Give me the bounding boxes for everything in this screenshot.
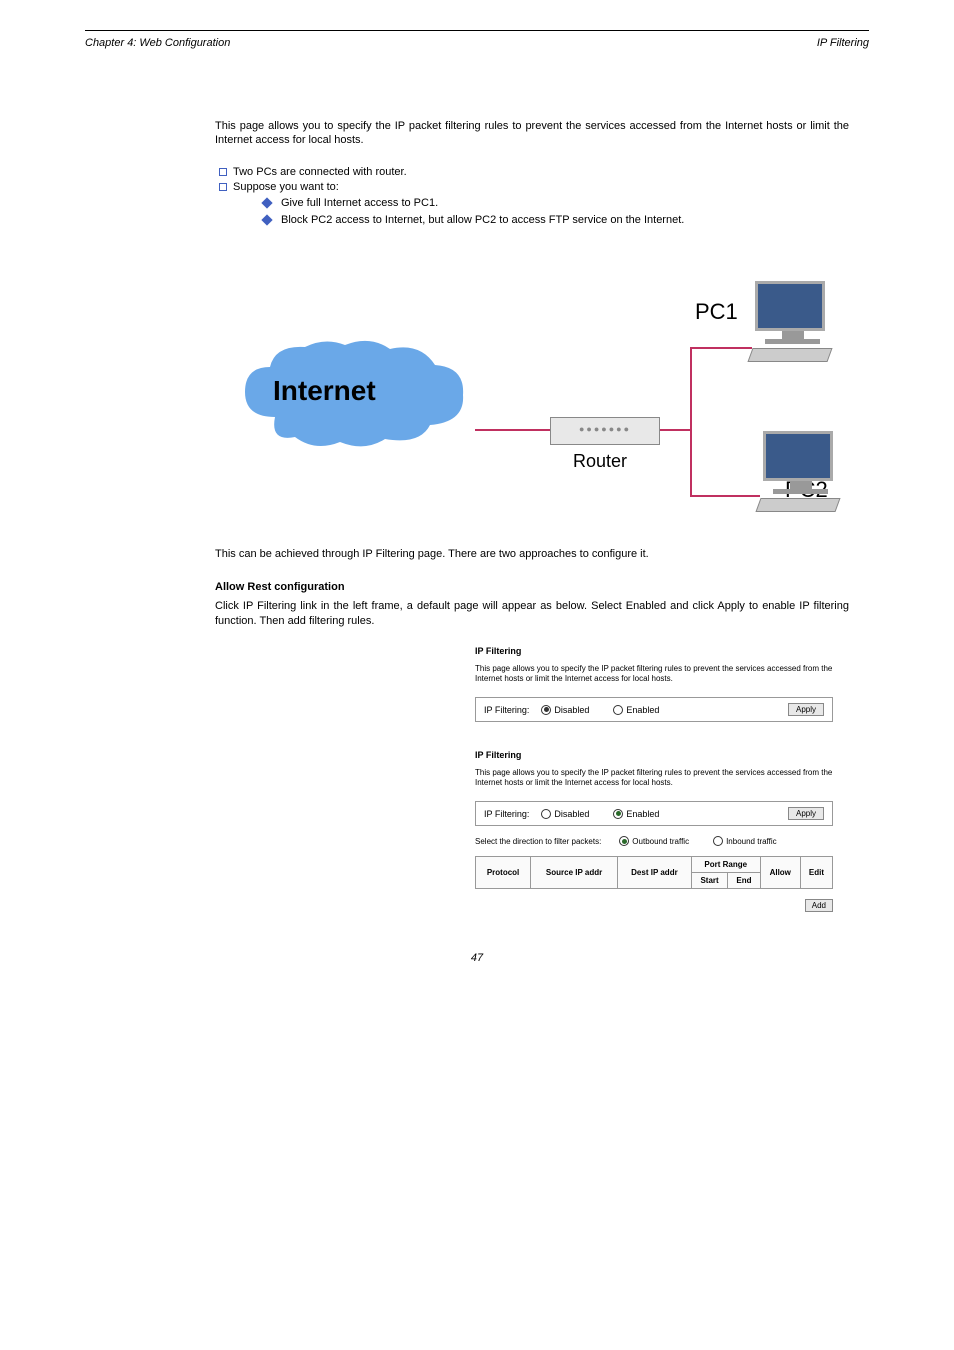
radio-label: Inbound traffic — [726, 837, 777, 846]
connection-line — [690, 495, 760, 497]
panel-title: IP Filtering — [475, 646, 833, 656]
panel-title: IP Filtering — [475, 750, 833, 760]
filter-label: IP Filtering: — [484, 809, 529, 819]
col-dst: Dest IP addr — [618, 857, 692, 889]
pc2-icon — [763, 431, 838, 512]
col-end: End — [728, 873, 760, 889]
rules-table: Protocol Source IP addr Dest IP addr Por… — [475, 856, 833, 889]
breadcrumb: Chapter 4: Web Configuration — [85, 37, 230, 49]
diamond-bullet-icon — [261, 197, 272, 208]
router-label: Router — [573, 451, 627, 472]
section-name: IP Filtering — [817, 37, 869, 49]
inbound-radio[interactable]: Inbound traffic — [713, 836, 777, 846]
disabled-radio[interactable]: Disabled — [541, 809, 589, 819]
connection-line — [690, 347, 752, 349]
col-src: Source IP addr — [531, 857, 618, 889]
col-portrange: Port Range — [691, 857, 760, 873]
network-diagram: Internet ●●●●●●● Router PC1 PC2 — [215, 247, 835, 527]
connection-line — [690, 347, 692, 497]
apply-button[interactable]: Apply — [788, 807, 824, 820]
radio-label: Outbound traffic — [632, 837, 689, 846]
bullet-text: Two PCs are connected with router. — [233, 166, 407, 178]
pc1-icon — [755, 281, 830, 362]
add-button[interactable]: Add — [805, 899, 833, 912]
diamond-bullet-icon — [261, 214, 272, 225]
intro-paragraph: This page allows you to specify the IP p… — [215, 119, 849, 148]
ui-panel-enabled: IP Filtering This page allows you to spe… — [475, 750, 833, 912]
pc1-label: PC1 — [695, 299, 738, 325]
square-bullet-icon — [219, 183, 227, 191]
col-allow: Allow — [760, 857, 800, 889]
internet-label: Internet — [273, 375, 376, 407]
approach-title: Allow Rest configuration — [215, 581, 849, 593]
sub-bullet-text: Block PC2 access to Internet, but allow … — [281, 213, 684, 227]
radio-label: Disabled — [554, 809, 589, 819]
approach-desc: Click IP Filtering link in the left fram… — [215, 599, 849, 628]
filter-label: IP Filtering: — [484, 705, 529, 715]
connection-line — [660, 429, 692, 431]
sub-bullet-text: Give full Internet access to PC1. — [281, 196, 438, 210]
direction-label: Select the direction to filter packets: — [475, 837, 601, 846]
enabled-radio[interactable]: Enabled — [613, 705, 659, 715]
page-number: 47 — [85, 952, 869, 964]
router-icon: ●●●●●●● — [550, 417, 660, 445]
panel-desc: This page allows you to specify the IP p… — [475, 664, 833, 683]
bullet-text: Suppose you want to: — [233, 181, 339, 193]
panel-desc: This page allows you to specify the IP p… — [475, 768, 833, 787]
outbound-radio[interactable]: Outbound traffic — [619, 836, 689, 846]
ui-panel-disabled: IP Filtering This page allows you to spe… — [475, 646, 833, 722]
disabled-radio[interactable]: Disabled — [541, 705, 589, 715]
radio-label: Disabled — [554, 705, 589, 715]
enabled-radio[interactable]: Enabled — [613, 809, 659, 819]
col-start: Start — [691, 873, 727, 889]
radio-label: Enabled — [626, 809, 659, 819]
square-bullet-icon — [219, 168, 227, 176]
radio-label: Enabled — [626, 705, 659, 715]
col-edit: Edit — [800, 857, 832, 889]
connection-line — [475, 429, 550, 431]
apply-button[interactable]: Apply — [788, 703, 824, 716]
col-protocol: Protocol — [476, 857, 531, 889]
after-diagram-text: This can be achieved through IP Filterin… — [215, 547, 849, 561]
